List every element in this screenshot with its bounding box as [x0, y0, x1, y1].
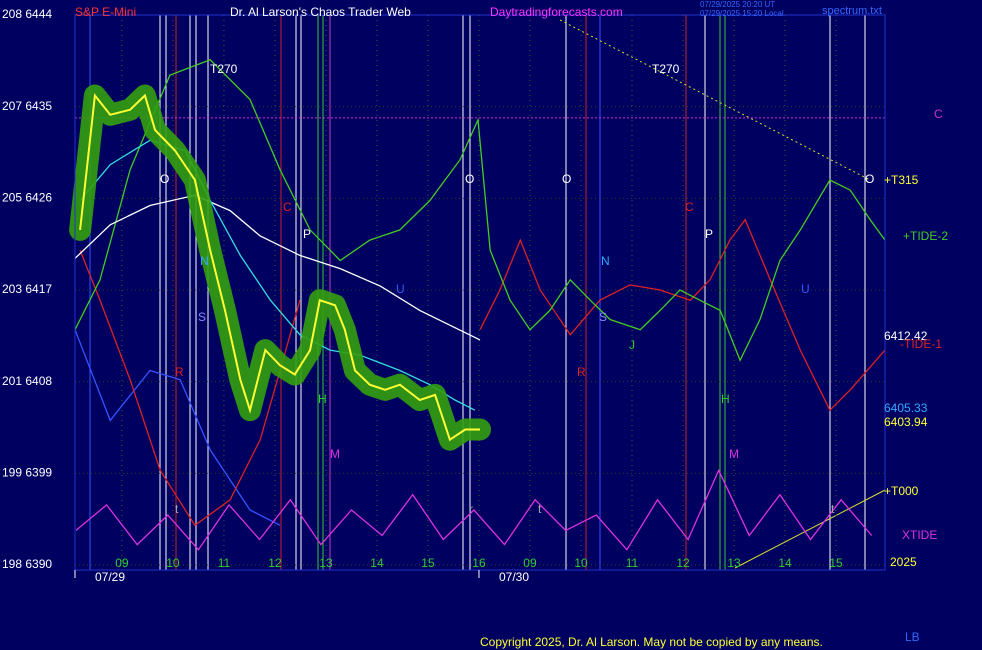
marker: N	[200, 254, 209, 268]
marker: M	[330, 447, 340, 461]
right-labels: +T315 6412.42 6405.33 6403.94 +T000 2025	[884, 173, 928, 569]
timestamp: 07/29/2025 20:20 UT	[700, 0, 775, 9]
plot-frame	[74, 14, 886, 571]
series-line	[75, 468, 873, 551]
x-tick-label: 13	[319, 556, 333, 570]
marker: J	[629, 338, 635, 352]
marker: S	[599, 310, 607, 324]
y-tick-label: 208 6444	[2, 7, 52, 21]
marker: t	[175, 502, 179, 516]
series-line	[74, 59, 886, 362]
marker: C	[283, 200, 292, 214]
series-line	[74, 329, 281, 526]
x-tick-label: 09	[115, 556, 129, 570]
right-label: 6405.33	[884, 401, 928, 415]
file-name: spectrum.txt	[822, 5, 882, 17]
right-label: 6403.94	[884, 415, 928, 429]
marker: H	[721, 392, 730, 406]
marker: P	[705, 227, 713, 241]
series-line	[79, 92, 480, 442]
site-title: Dr. Al Larson's Chaos Trader Web	[230, 5, 411, 19]
marker: O	[465, 172, 474, 186]
x-tick-label: 16	[472, 556, 486, 570]
copyright: Copyright 2025, Dr. Al Larson. May not b…	[480, 635, 823, 649]
t315-line	[559, 19, 871, 181]
x-tick-label: 10	[166, 556, 180, 570]
marker: H	[318, 392, 327, 406]
legend-entry: XTIDE	[902, 528, 937, 542]
x-tick-label: 12	[676, 556, 690, 570]
marker: U	[801, 282, 810, 296]
legend-entry: +TIDE-2	[903, 229, 948, 243]
marker: M	[729, 447, 739, 461]
y-tick-label: 201 6408	[2, 374, 52, 388]
x-tick-label: 13	[727, 556, 741, 570]
x-tick-label: 14	[370, 556, 384, 570]
date-label: 07/29	[95, 570, 125, 584]
x-tick-label: 11	[218, 556, 231, 570]
y-tick-label: 203 6417	[2, 282, 52, 296]
symbol: S&P E-Mini	[75, 5, 136, 19]
marker: t	[538, 502, 542, 516]
x-tick-label: 15	[829, 556, 843, 570]
site-url: Daytradingforecasts.com	[490, 5, 623, 19]
t000-line	[734, 489, 886, 569]
marker: T270	[210, 62, 238, 76]
marker: O	[160, 172, 169, 186]
plot	[69, 14, 886, 566]
y-tick-label: 198 6390	[2, 557, 52, 571]
y-tick-label: 199 6399	[2, 466, 52, 480]
marker: C	[685, 200, 694, 214]
x-tick-label: 11	[626, 556, 639, 570]
x-tick-label: 14	[778, 556, 792, 570]
footer-mark: LB	[905, 630, 920, 644]
x-tick-label: 12	[268, 556, 282, 570]
x-tick-label: 15	[421, 556, 435, 570]
right-label: +T000	[884, 484, 919, 498]
right-label: 6412.42	[884, 329, 928, 343]
series-line	[74, 194, 481, 341]
marker: O	[562, 172, 571, 186]
y-tick-label: 205 6426	[2, 191, 52, 205]
marker: N	[601, 254, 610, 268]
y-tick-label: 207 6435	[2, 99, 52, 113]
timestamp: 07/29/2025 15:20 Local	[700, 9, 784, 18]
series-line	[79, 218, 886, 527]
right-label: +T315	[884, 173, 919, 187]
marker: U	[396, 282, 405, 296]
legend-entry: -TIDE-1	[900, 337, 942, 351]
marker: T270	[652, 62, 680, 76]
marker: R	[175, 365, 184, 379]
marker: P	[303, 227, 311, 241]
marker: S	[198, 310, 206, 324]
level-label: C	[934, 107, 943, 121]
date-label: 07/30	[499, 570, 529, 584]
x-tick-label: 10	[574, 556, 588, 570]
markers: O O O O C C P P N N S S R R H H M M J U …	[160, 62, 874, 516]
marker: t	[831, 502, 835, 516]
marker: O	[865, 172, 874, 186]
x-tick-label: 09	[523, 556, 537, 570]
legend: XTIDE -TIDE-1 +TIDE-2	[900, 229, 948, 542]
marker: R	[577, 365, 586, 379]
right-label: 2025	[890, 555, 917, 569]
marker: r	[469, 502, 473, 516]
